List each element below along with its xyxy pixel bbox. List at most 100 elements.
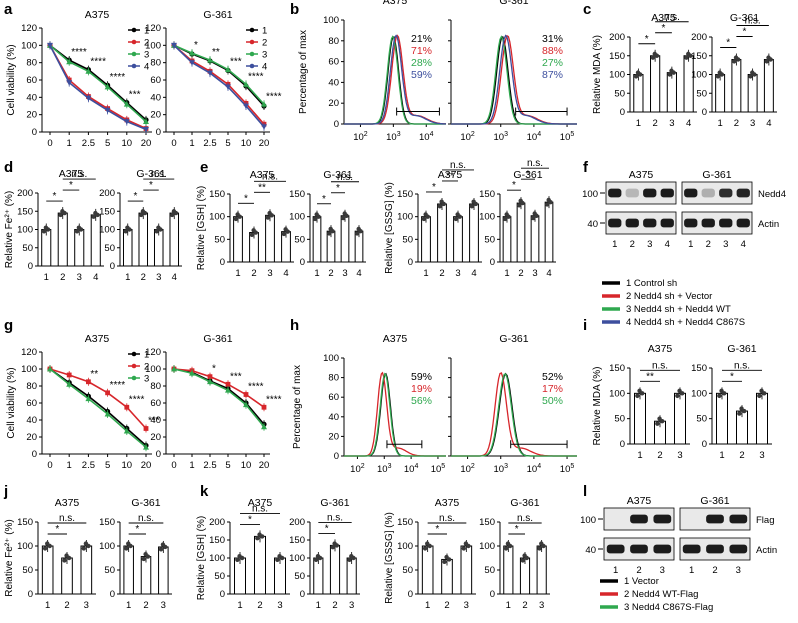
c1-datapoint-4-0 [684,55,689,60]
k3-xtick-label-2: 2 [444,600,449,611]
a2-series-line-3 [173,44,265,105]
g2-series-line-3 [173,368,265,428]
h1-xtick-label-3-exp: 5 [441,463,445,470]
panel-label-h: h [290,317,299,334]
a1-ytick-label-2: 40 [26,92,37,103]
a1-point-4-1 [66,80,73,86]
b2-xtick-label-2-base: 10 [527,132,538,143]
k1-bar-2 [254,535,266,595]
g2-annotation-0: * [212,364,216,375]
d2-datapoint-2-2 [140,209,146,214]
k2-datapoint-1-0 [313,557,319,562]
j2-datapoint-1-0 [124,546,129,551]
d1-xtick-label-2: 2 [60,272,65,283]
a1-legend-marker-3 [131,63,137,69]
e4-ytick-label-0: 0 [490,257,495,268]
c2-xtick-label-4: 4 [766,118,771,129]
h1-xtick-label-0-base: 10 [350,464,361,475]
g1-xtick-label-1: 1 [67,460,72,471]
j1-title: A375 [55,497,80,509]
chart-k2: 0 50 100 150 200 G-361 1 2 3 *n.s. [289,497,360,611]
a2-xtick-label-3: 5 [225,138,230,149]
e3-sig-label-0: * [432,182,436,193]
h1-ylabel: Percentage of max [292,365,303,449]
e2-datapoint-2-0 [326,231,332,236]
chart-k4: 0 50 100 150 G-361 1 2 3 *n.s. [479,497,550,611]
h1-xtick-label-2-exp: 4 [414,463,418,470]
d2-datapoint-2-0 [139,212,144,218]
e1-datapoint-1-0 [233,216,239,222]
g1-series-line-1 [49,368,147,447]
k4-ytick-label-0: 0 [490,589,495,600]
k3-bar-3 [460,545,473,595]
k3-sig-label-0: * [435,524,439,535]
k2-ytick-label-1: 50 [294,571,305,582]
i1-title: A375 [648,343,673,355]
k1-title: A375 [248,497,273,509]
d1-xtick-label-4: 4 [93,272,98,283]
e4-xtick-label-4: 4 [546,268,551,279]
f-legend-label-3: 4 Nedd4 sh + Nedd4 C867S [626,317,745,328]
b2-xtick-label-3: 105 [560,131,575,143]
g1-xtick-label-0: 0 [47,460,52,471]
h2-xtick-label-3: 105 [560,463,575,475]
l-cell-label-0: A375 [627,495,652,507]
e3-datapoint-1-0 [421,216,427,222]
a1-xtick-label-4: 10 [122,138,133,149]
b2-xtick-label-1-exp: 3 [504,131,508,138]
e2-datapoint-3-0 [340,215,346,221]
d1-sig-label-1: * [69,180,73,191]
d1-sig-label-0: * [53,191,57,202]
e2-bar-3 [340,215,350,263]
d2-ytick-label-2: 100 [99,225,115,236]
e3-datapoint-4-2 [471,199,476,204]
i2-datapoint-2-2 [739,406,744,411]
f-band-0-1-1 [701,188,715,198]
i1-xtick-label-3: 3 [677,450,682,461]
h1-ytick-label-5: 100 [323,353,339,364]
c1-title: A375 [651,12,676,24]
a2-ytick-label-3: 60 [150,75,161,86]
d1-datapoint-3-0 [74,229,80,234]
a1-ylabel: Cell viability (%) [6,44,17,115]
g2-point-2-5 [261,404,267,410]
e4-bar-1 [502,216,512,263]
i2-sig-label-1: n.s. [734,360,750,371]
l-band-0-1-2 [729,514,748,524]
f-legend-label-0: 1 Control sh [626,278,677,289]
g1-point-2-4 [124,404,130,410]
c2-datapoint-2-0 [732,59,737,64]
a2-ytick-label-2: 40 [150,92,161,103]
b1-title: A375 [383,0,408,7]
panel-labels: a b c d e f g h i j k l [3,1,591,500]
a1-series-line-3 [49,44,147,123]
i1-datapoint-1-0 [635,393,640,399]
e4-sig-label-1: * [526,169,530,180]
k1-datapoint-2-0 [255,536,260,541]
f-blot-box-1-0 [605,211,677,235]
f-cell-label-0: A375 [629,169,654,181]
k2-title: G-361 [320,497,349,509]
k3-xtick-label-1: 1 [425,600,430,611]
a1-series-line-4 [49,44,147,131]
d2-ytick-label-1: 50 [104,243,115,254]
h2-histogram-3 [451,373,577,457]
j2-xtick-label-2: 2 [143,600,148,611]
f-lane-label-1: 2 [630,239,635,250]
i1-ytick-label-3: 150 [609,363,625,374]
c2-xtick-label-1: 1 [717,118,722,129]
f-band-0-1-0 [684,188,698,198]
a1-series-line-2 [49,44,147,130]
f-band-0-1-3 [736,188,750,198]
d2-bar-4 [169,212,180,267]
g2-xtick-label-2: 2.5 [203,460,216,471]
f-band-0-1-2 [719,188,733,198]
j2-ytick-label-1: 50 [104,565,115,576]
panel-label-l: l [583,483,587,500]
e1-datapoint-3-0 [265,215,271,220]
l-band-0-0-1 [630,514,648,524]
